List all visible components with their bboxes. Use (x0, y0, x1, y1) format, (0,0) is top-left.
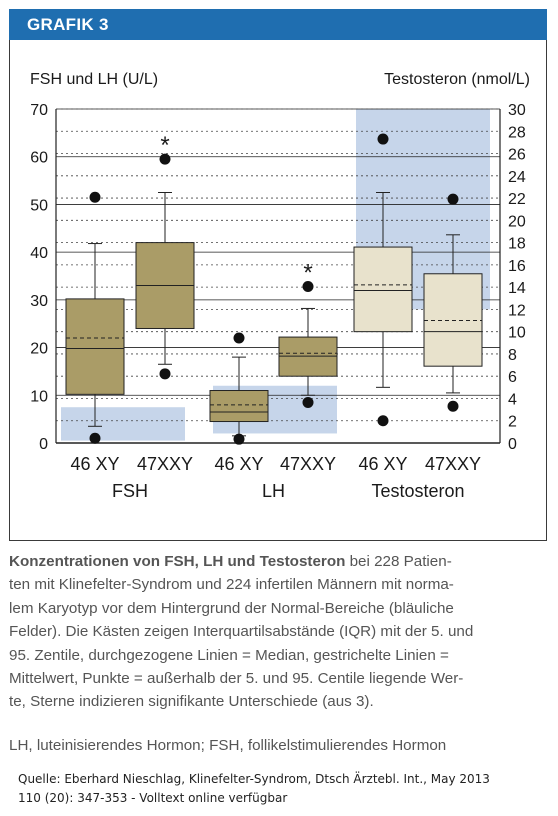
y-axis-title-left: FSH und LH (U/L) (30, 71, 158, 88)
box-lh-47xxy-significance-star: * (303, 259, 312, 286)
box-lh-47xxy-outlier-0 (302, 396, 314, 408)
y-tick-right-0: 0 (508, 436, 517, 453)
group-label-fsh: FSH (112, 481, 148, 501)
y-tick-left-40: 40 (30, 245, 48, 262)
box-testosteron-47xxy-outlier-0 (447, 400, 459, 412)
caption-line-5: 95. Zentile, durchgezogene Linien = Medi… (9, 646, 449, 664)
y-tick-right-26: 26 (508, 147, 526, 164)
y-tick-right-28: 28 (508, 124, 526, 141)
box-lh-47xxy-outlier-1 (302, 280, 314, 292)
box-fsh-47xxy-outlier-0 (159, 368, 171, 380)
box-testosteron-46xy-iqr (353, 246, 413, 333)
box-testosteron-46xy-outlier-0 (377, 415, 389, 427)
box-lh-46xy-iqr (209, 390, 269, 423)
x-tick-box-fsh-46xy: 46 XY (70, 454, 119, 474)
box-testosteron-46xy-outlier-1 (377, 133, 389, 145)
box-testosteron-47xxy-iqr (423, 273, 483, 367)
group-label-testosteron: Testosteron (371, 481, 464, 501)
box-plot-chart: 0102030405060700246810121416182022242628… (30, 71, 530, 501)
caption-line-2: ten mit Klinefelter-Syndrom und 224 infe… (9, 576, 454, 594)
y-tick-right-24: 24 (508, 169, 526, 186)
box-lh-46xy-outlier-1 (233, 332, 245, 344)
caption-line-6: Mittelwert, Punkte = außerhalb der 5. un… (9, 670, 464, 688)
caption-line-3: lem Karyotyp vor dem Hintergrund der Nor… (9, 599, 454, 617)
figure-header: GRAFIK 3 (9, 9, 547, 40)
box-fsh-47xxy-outlier-1 (159, 153, 171, 165)
box-fsh-46xy-iqr (65, 298, 125, 395)
y-tick-left-30: 30 (30, 293, 48, 310)
caption-lead: Konzentrationen von FSH, LH und Testoste… (9, 553, 346, 570)
y-tick-right-22: 22 (508, 191, 526, 208)
y-tick-right-20: 20 (508, 213, 526, 230)
box-fsh-46xy-outlier-0 (89, 432, 101, 444)
source-line-1: Quelle: Eberhard Nieschlag, Klinefelter-… (18, 772, 490, 786)
x-tick-box-testosteron-46xy: 46 XY (358, 454, 407, 474)
y-tick-right-6: 6 (508, 369, 517, 386)
box-lh-46xy-outlier-0 (233, 433, 245, 445)
figure-caption: Konzentrationen von FSH, LH und Testoste… (9, 550, 549, 714)
box-testosteron-47xxy-outlier-1 (447, 193, 459, 205)
y-tick-left-60: 60 (30, 150, 48, 167)
normal-range-fsh (61, 407, 185, 441)
y-tick-right-30: 30 (508, 102, 526, 119)
box-fsh-46xy-outlier-1 (89, 191, 101, 203)
y-tick-left-10: 10 (30, 388, 48, 405)
x-tick-box-lh-47xxy: 47XXY (280, 454, 336, 474)
x-tick-box-testosteron-47xxy: 47XXY (425, 454, 481, 474)
y-tick-right-14: 14 (508, 280, 526, 297)
y-tick-left-0: 0 (39, 436, 48, 453)
caption-line-4: Felder). Die Kästen zeigen Interquartils… (9, 623, 474, 641)
y-tick-right-10: 10 (508, 325, 526, 342)
caption-line-1: bei 228 Patien- (345, 553, 452, 570)
box-fsh-47xxy-significance-star: * (160, 132, 169, 159)
y-tick-left-20: 20 (30, 341, 48, 358)
y-tick-left-50: 50 (30, 197, 48, 214)
x-tick-box-lh-46xy: 46 XY (214, 454, 263, 474)
y-tick-right-16: 16 (508, 258, 526, 275)
source-line-2: 110 (20): 347-353 - Volltext online verf… (18, 791, 288, 805)
y-tick-right-4: 4 (508, 391, 517, 408)
caption-line-7: te, Sterne indizieren signifikante Unter… (9, 693, 374, 711)
y-tick-left-70: 70 (30, 102, 48, 119)
chart-frame: 0 10 20 30 40 50 60 70 0 2 4 6 8 10 12 14 16 18 20 22 24 26 28… (9, 40, 547, 541)
source-citation: Quelle: Eberhard Nieschlag, Klinefelter-… (18, 770, 548, 808)
y-tick-right-2: 2 (508, 414, 517, 431)
caption-abbreviations: LH, luteinisierendes Hormon; FSH, follik… (9, 737, 447, 754)
y-tick-right-12: 12 (508, 302, 526, 319)
y-tick-right-18: 18 (508, 236, 526, 253)
group-label-lh: LH (262, 481, 285, 501)
figure-title: GRAFIK 3 (27, 15, 109, 34)
y-axis-title-right: Testosteron (nmol/L) (384, 71, 530, 88)
x-tick-box-fsh-47xxy: 47XXY (137, 454, 193, 474)
y-tick-right-8: 8 (508, 347, 517, 364)
